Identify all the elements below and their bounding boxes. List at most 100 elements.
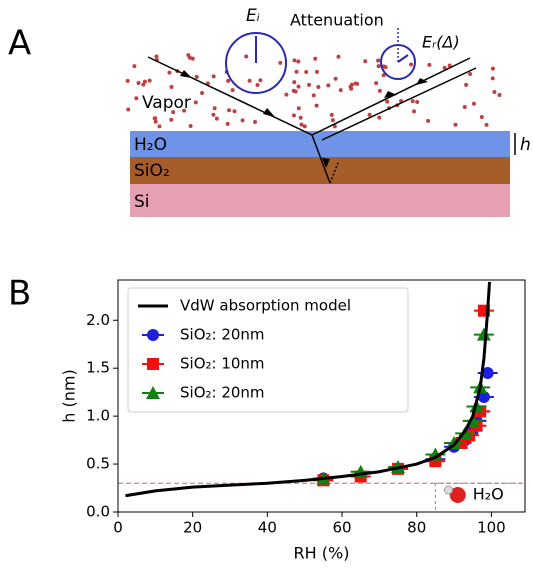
x-axis-label: RH (%) — [294, 544, 350, 563]
molecule — [258, 78, 263, 83]
molecule — [453, 122, 458, 127]
molecule — [291, 88, 296, 93]
label: Eᵣ(Δ) — [422, 33, 460, 52]
x-tick-label: 80 — [407, 519, 426, 537]
molecule — [349, 86, 354, 91]
molecule — [292, 80, 297, 85]
molecule — [426, 118, 431, 123]
molecule — [182, 108, 187, 113]
panel-label: B — [8, 274, 31, 314]
molecule — [153, 119, 158, 124]
molecule — [186, 53, 191, 58]
molecule — [152, 116, 157, 121]
molecule — [147, 78, 152, 83]
molecule — [377, 115, 382, 120]
x-tick-label: 0 — [113, 519, 123, 537]
molecule — [314, 69, 319, 74]
panel-label: A — [8, 24, 31, 64]
molecule — [374, 81, 379, 86]
molecule — [307, 82, 312, 87]
molecule — [415, 100, 420, 105]
silicon-layer — [130, 184, 510, 217]
molecule — [169, 84, 174, 89]
x-tick-label: 100 — [477, 519, 506, 537]
molecule — [367, 112, 372, 117]
field-vector — [397, 54, 409, 63]
molecule — [409, 62, 414, 67]
molecule — [141, 82, 146, 87]
water-layer — [130, 131, 510, 157]
molecule — [492, 90, 497, 95]
molecule — [132, 64, 137, 69]
molecule — [479, 114, 484, 119]
molecule — [326, 83, 331, 88]
molecule — [314, 103, 319, 108]
molecule — [294, 69, 299, 74]
molecule — [490, 76, 495, 81]
molecule — [497, 92, 502, 97]
molecule — [410, 99, 415, 104]
molecule — [225, 121, 230, 126]
molecule — [211, 112, 216, 117]
molecule — [330, 118, 335, 123]
molecule — [214, 116, 219, 121]
vapor-molecules — [125, 53, 502, 129]
molecule — [157, 124, 162, 129]
molecule — [296, 59, 301, 64]
y-axis-label: h (nm) — [60, 369, 79, 422]
molecule — [490, 66, 495, 71]
molecule — [125, 78, 130, 83]
molecule — [304, 69, 309, 74]
label: Eᵢ — [246, 6, 260, 26]
molecule — [377, 88, 382, 93]
molecule — [464, 82, 469, 87]
molecule — [126, 107, 131, 112]
molecule — [338, 88, 343, 93]
x-tick-label: 60 — [332, 519, 351, 537]
molecule — [353, 81, 358, 86]
molecule — [383, 65, 388, 70]
molecule — [136, 81, 141, 86]
molecule — [211, 74, 216, 79]
molecule — [255, 83, 260, 88]
molecule — [230, 88, 235, 93]
molecule — [411, 109, 416, 114]
molecule — [292, 58, 297, 63]
y-tick-label: 1.5 — [86, 359, 110, 377]
molecule — [193, 100, 198, 105]
plot: 0 20 40 60 80 100 0.0 0.5 1.0 1.5 2.0 RH (%) h (nm) H… — [60, 279, 526, 563]
y-tick-label: 1.0 — [86, 407, 110, 425]
molecule — [227, 108, 232, 113]
x-tick-label: 40 — [258, 519, 277, 537]
molecule — [200, 90, 205, 95]
molecule — [471, 101, 476, 106]
label: h — [520, 135, 531, 155]
molecule — [278, 60, 283, 65]
molecule — [188, 123, 193, 128]
y-tick-label: 2.0 — [86, 311, 110, 329]
molecule — [376, 58, 381, 63]
field-circle — [225, 32, 287, 94]
molecule — [212, 106, 217, 111]
model-line — [125, 281, 492, 498]
molecule — [154, 54, 159, 59]
molecule — [316, 84, 321, 89]
layer-label: H₂O — [134, 135, 167, 155]
molecule — [142, 79, 147, 84]
molecule — [298, 115, 303, 120]
label: Attenuation — [290, 11, 384, 30]
molecule — [169, 117, 174, 122]
molecule — [167, 70, 172, 75]
molecule — [484, 122, 489, 127]
axes-frame — [117, 279, 526, 513]
legend-label: SiO₂: 10nm — [180, 355, 265, 373]
molecule — [302, 124, 307, 129]
molecule — [336, 54, 341, 59]
molecule — [462, 104, 467, 109]
molecule — [247, 78, 252, 83]
molecule — [332, 124, 337, 129]
oxide-layer — [130, 157, 510, 184]
molecule — [299, 122, 304, 127]
layer-label: Si — [134, 192, 150, 212]
molecule — [171, 110, 176, 115]
